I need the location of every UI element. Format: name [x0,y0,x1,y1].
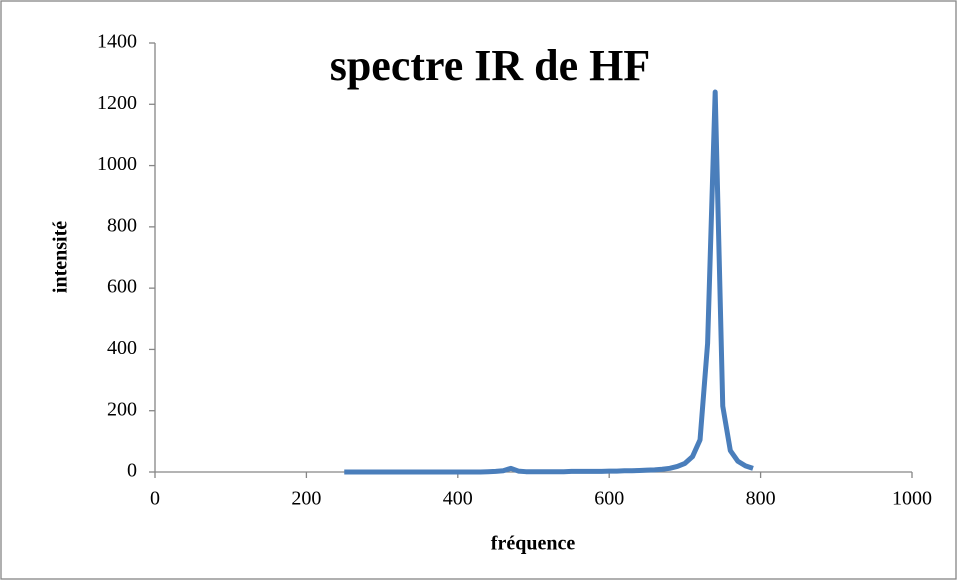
x-tick-label: 400 [443,488,473,510]
y-tick-label: 200 [107,398,137,420]
x-tick-label: 600 [594,488,624,510]
x-tick-label: 1000 [892,488,932,510]
x-tick-label: 0 [150,488,160,510]
y-tick-label: 1200 [97,92,137,114]
line-series [344,89,754,475]
x-tick-label: 800 [746,488,776,510]
y-tick-label: 1400 [97,31,137,53]
y-tick-label: 0 [127,460,137,482]
y-tick-label: 800 [107,214,137,236]
y-tick-label: 600 [107,276,137,298]
y-tick-label: 1000 [97,153,137,175]
y-axis-label: intensité [50,221,72,293]
chart-title: spectre IR de HF [330,41,651,90]
x-axis-label: fréquence [491,533,576,555]
y-tick-label: 400 [107,337,137,359]
x-tick-label: 200 [291,488,321,510]
